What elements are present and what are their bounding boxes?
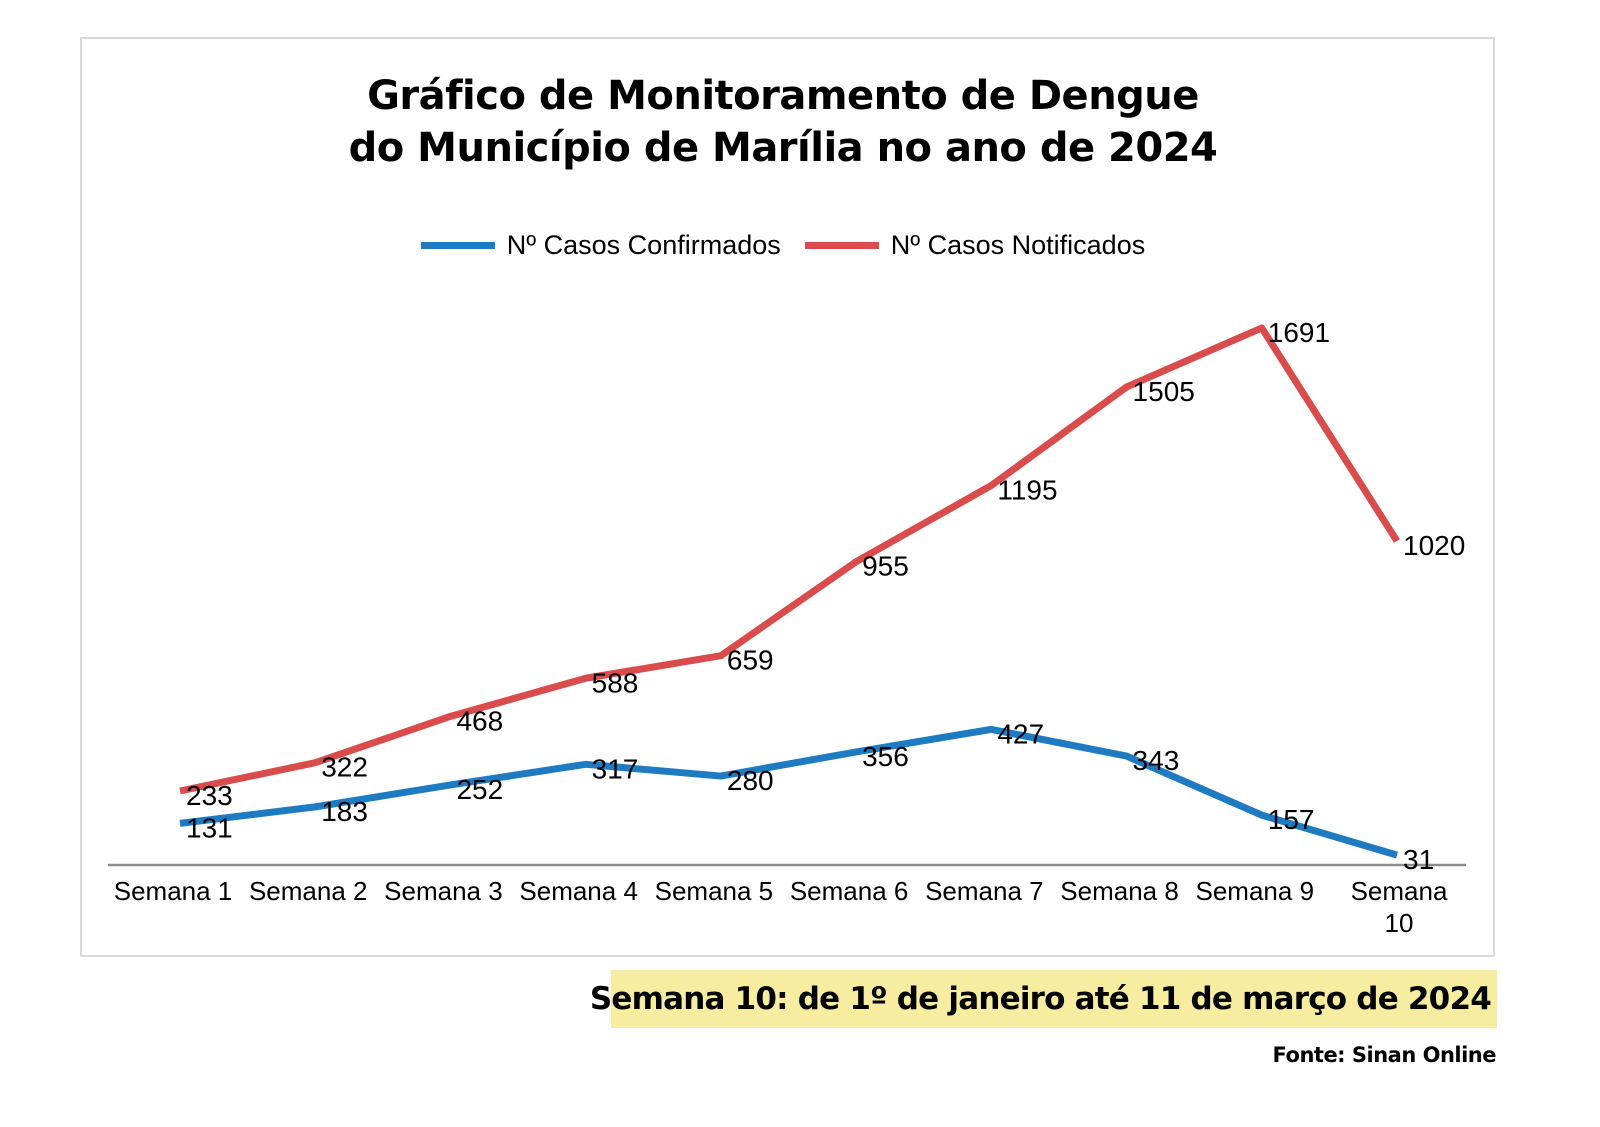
data-label-confirmados: 356 (862, 741, 909, 772)
data-label-notificados: 468 (456, 705, 503, 736)
source-note: Fonte: Sinan Online (1272, 1043, 1497, 1067)
data-label-confirmados: 157 (1268, 804, 1315, 835)
series-line-confirmados (179, 725, 1398, 859)
legend-label-confirmados: Nº Casos Confirmados (506, 230, 781, 260)
data-label-notificados: 955 (862, 551, 909, 582)
data-label-notificados: 1195 (997, 474, 1057, 505)
x-tick-label: Semana 5 (655, 876, 774, 906)
data-label-notificados: 322 (321, 752, 368, 783)
data-label-confirmados: 252 (456, 774, 503, 805)
legend-label-notificados: Nº Casos Notificados (890, 230, 1146, 260)
data-label-notificados: 1691 (1268, 317, 1330, 348)
data-label-notificados: 233 (186, 780, 233, 811)
data-label-confirmados: 427 (997, 718, 1044, 749)
legend-item-notificados: Nº Casos Notificados (804, 230, 1146, 261)
data-label-confirmados: 31 (1403, 844, 1434, 875)
chart-legend: Nº Casos Confirmados Nº Casos Notificado… (0, 230, 1566, 261)
x-tick-label: Semana 3 (384, 876, 503, 906)
x-tick-label: Semana 9 (1196, 876, 1315, 906)
data-label-notificados: 1020 (1403, 530, 1465, 561)
legend-swatch-notificados (804, 242, 879, 249)
x-tick-label: Semana 2 (249, 876, 368, 906)
x-tick-label: Semana 7 (925, 876, 1044, 906)
data-label-confirmados: 183 (321, 796, 368, 827)
data-label-confirmados: 131 (186, 812, 233, 843)
data-label-confirmados: 280 (727, 765, 774, 796)
x-tick-label: Semana 4 (519, 876, 638, 906)
x-tick-label: Semana 1 (114, 876, 233, 906)
x-tick-label: Semana 8 (1060, 876, 1179, 906)
data-label-confirmados: 317 (592, 753, 639, 784)
data-label-notificados: 659 (727, 645, 774, 676)
data-label-confirmados: 343 (1133, 745, 1180, 776)
data-label-notificados: 588 (592, 667, 639, 698)
legend-swatch-confirmados (420, 242, 495, 249)
legend-item-confirmados: Nº Casos Confirmados (420, 230, 781, 261)
data-label-notificados: 1505 (1133, 376, 1195, 407)
x-tick-label: Semana 6 (790, 876, 909, 906)
period-note: Semana 10: de 1º de janeiro até 11 de ma… (589, 981, 1492, 1017)
series-line-notificados (179, 324, 1400, 795)
chart-title: Gráfico de Monitoramento de Dengue do Mu… (0, 70, 1566, 174)
period-note-box: Semana 10: de 1º de janeiro até 11 de ma… (590, 970, 1497, 1028)
chart-title-line-2: do Município de Marília no ano de 2024 (348, 125, 1218, 171)
x-tick-label: Semana 10 (1351, 876, 1448, 938)
chart-title-line-1: Gráfico de Monitoramento de Dengue (367, 73, 1199, 119)
